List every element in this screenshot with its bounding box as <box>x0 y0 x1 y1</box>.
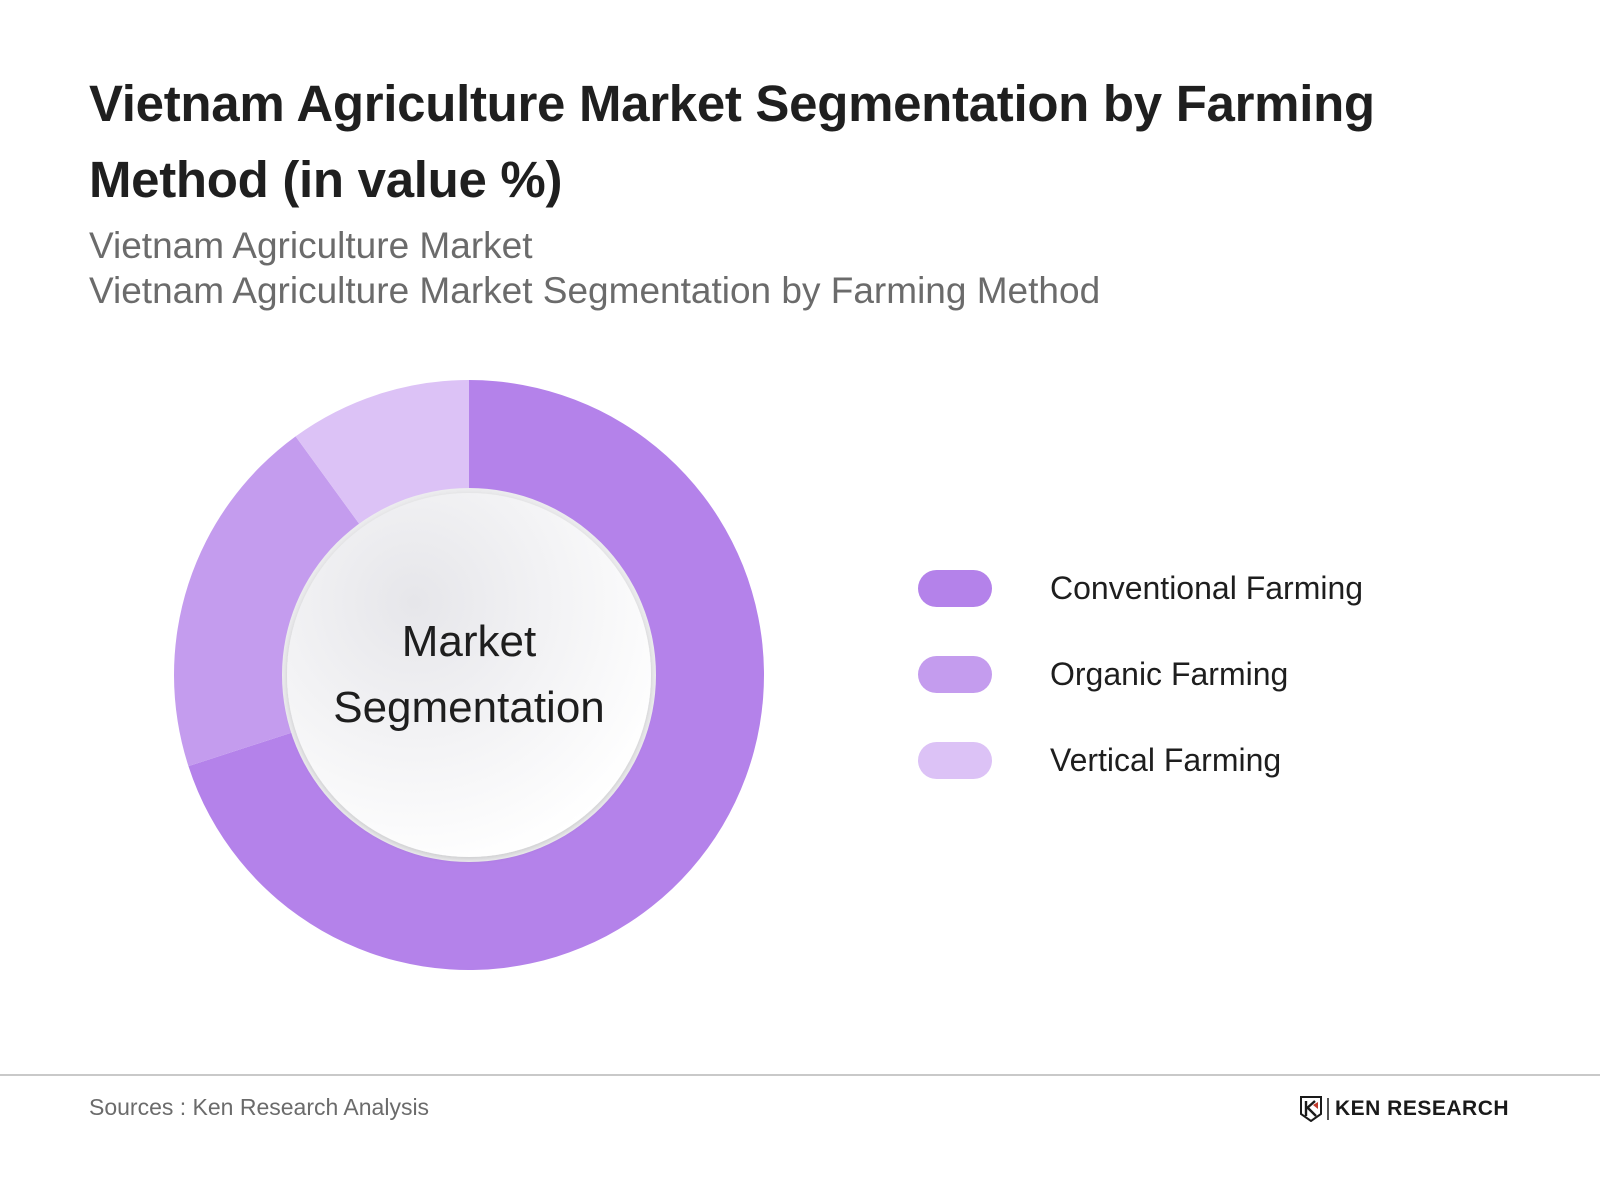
legend-item-vertical[interactable]: Vertical Farming <box>918 742 1438 780</box>
donut-center-label: Market Segmentation <box>333 609 605 741</box>
legend-swatch-conventional <box>918 570 992 607</box>
logo-text: KEN RESEARCH <box>1335 1097 1510 1120</box>
chart-subtitle-market: Vietnam Agriculture Market <box>89 225 533 266</box>
legend-label-vertical: Vertical Farming <box>1050 742 1282 778</box>
legend-item-conventional[interactable]: Conventional Farming <box>918 570 1438 608</box>
legend-swatch-organic <box>918 656 992 693</box>
donut-chart <box>173 380 764 970</box>
legend-label-conventional: Conventional Farming <box>1050 570 1364 606</box>
logo-separator <box>1327 1098 1329 1120</box>
legend-swatch-vertical <box>918 742 992 779</box>
ken-research-logo: KEN RESEARCH <box>1300 1094 1509 1124</box>
center-label-line-1: Market <box>401 617 537 666</box>
donut-slices <box>173 380 764 970</box>
footer-divider <box>0 1074 1600 1076</box>
ken-research-shield-icon <box>1300 1096 1322 1122</box>
legend-item-organic[interactable]: Organic Farming <box>918 656 1438 694</box>
legend-label-organic: Organic Farming <box>1050 656 1289 692</box>
donut-center-disc <box>287 493 651 857</box>
chart-title: Vietnam Agriculture Market Segmentation … <box>89 75 1375 208</box>
sources-note: Sources : Ken Research Analysis <box>89 1094 430 1120</box>
donut-slice-conventional[interactable] <box>188 380 764 970</box>
center-label-line-2: Segmentation <box>333 683 605 732</box>
chart-subtitle-segmentation: Vietnam Agriculture Market Segmentation … <box>89 270 1101 311</box>
donut-slice-organic[interactable] <box>173 436 381 767</box>
